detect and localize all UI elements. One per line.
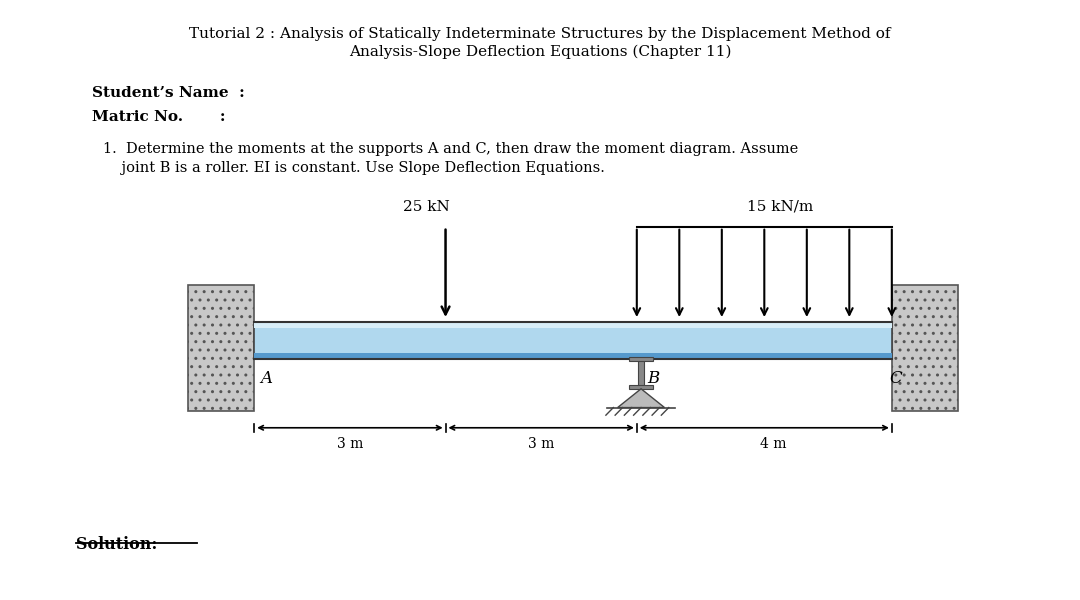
Bar [630, 356, 652, 361]
Text: Tutorial 2 : Analysis of Statically Indeterminate Structures by the Displacement: Tutorial 2 : Analysis of Statically Inde… [189, 28, 891, 41]
Text: joint B is a roller. EI is constant. Use Slope Deflection Equations.: joint B is a roller. EI is constant. Use… [103, 161, 605, 175]
Text: Analysis-Slope Deflection Equations (Chapter 11): Analysis-Slope Deflection Equations (Cha… [349, 45, 731, 59]
Bar [630, 385, 652, 389]
Text: A: A [260, 370, 272, 388]
Text: B: B [648, 370, 660, 388]
Text: C: C [890, 370, 903, 388]
Bar [254, 322, 892, 359]
Text: Student’s Name  :: Student’s Name : [92, 86, 245, 100]
Text: 25 kN: 25 kN [403, 200, 449, 214]
Text: 1.  Determine the moments at the supports A and C, then draw the moment diagram.: 1. Determine the moments at the supports… [103, 142, 798, 156]
Bar [892, 286, 958, 412]
Text: Solution:: Solution: [77, 536, 158, 553]
Polygon shape [618, 389, 664, 407]
Bar [188, 286, 254, 412]
Text: 4 m: 4 m [759, 437, 786, 451]
Text: 3 m: 3 m [337, 437, 363, 451]
Bar [254, 353, 892, 359]
Text: 15 kN/m: 15 kN/m [747, 200, 813, 214]
Bar [638, 359, 644, 387]
Bar [254, 322, 892, 328]
Text: 3 m: 3 m [528, 437, 554, 451]
Text: Matric No.       :: Matric No. : [92, 110, 226, 124]
